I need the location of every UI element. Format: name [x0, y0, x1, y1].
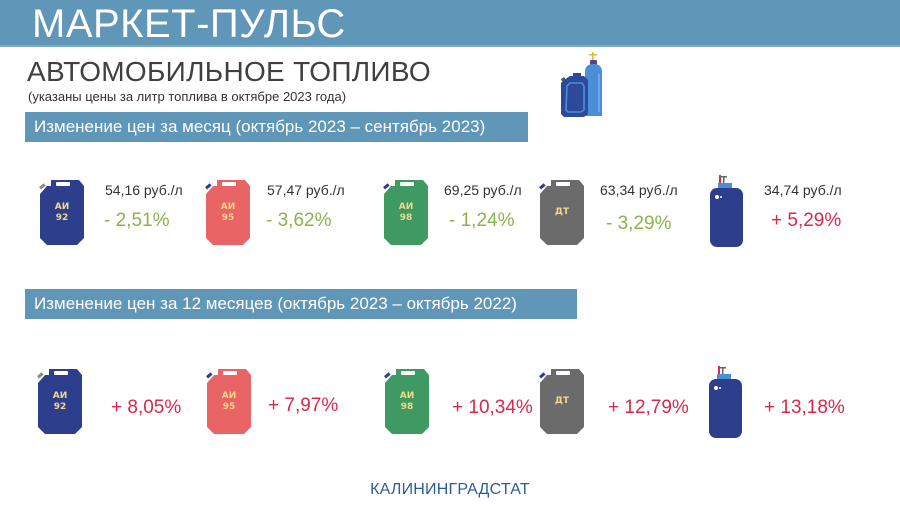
fuel-label-bottom: 95 [221, 213, 235, 223]
price-value: 57,47 руб./л [267, 182, 345, 198]
fuel-label-top: АИ [220, 202, 236, 212]
fuel-canister-ai95-icon: АИ 95 [205, 178, 251, 246]
fuel-canister-and-gas-cylinder-icon [558, 50, 618, 120]
fuel-label-bottom: 98 [400, 402, 414, 412]
change-value: - 3,29% [606, 213, 672, 234]
fuel-label-bottom: 98 [399, 213, 413, 223]
price-value: 63,34 руб./л [600, 182, 678, 198]
fuel-label-top: АИ [52, 391, 68, 401]
change-value: - 1,24% [449, 210, 515, 231]
fuel-canister-ai92-icon: АИ 92 [39, 178, 85, 246]
change-value: - 2,51% [104, 210, 170, 231]
fuel-label-top: ДТ [554, 396, 570, 406]
price-value: 34,74 руб./л [764, 182, 842, 198]
fuel-label-top: АИ [221, 391, 237, 401]
footer-source: КАЛИНИНГРАДСТАТ [370, 481, 530, 498]
fuel-label-top: АИ [399, 391, 415, 401]
fuel-label-top: АИ [398, 202, 414, 212]
fuel-canister-ai98-icon: АИ 98 [383, 178, 429, 246]
fuel-label-bottom: 92 [53, 402, 67, 412]
fuel-label-bottom: 95 [222, 402, 236, 412]
yearly-change-heading: Изменение цен за 12 месяцев (октябрь 202… [25, 289, 577, 319]
change-value: - 3,62% [266, 210, 332, 231]
price-value: 69,25 руб./л [444, 182, 522, 198]
fuel-label-bottom: 92 [55, 213, 69, 223]
page-subtitle: АВТОМОБИЛЬНОЕ ТОПЛИВО [27, 56, 431, 87]
page-title: МАРКЕТ-ПУЛЬС [32, 2, 346, 46]
change-value: + 5,29% [771, 210, 842, 231]
fuel-canister-ai92-icon: АИ 92 [37, 367, 83, 435]
fuel-canister-ai95-icon: АИ 95 [206, 367, 252, 435]
change-value: + 7,97% [268, 395, 339, 416]
fuel-canister-ai98-icon: АИ 98 [384, 367, 430, 435]
fuel-label-top: ДТ [554, 207, 570, 217]
change-value: + 10,34% [452, 397, 533, 418]
change-value: + 8,05% [111, 397, 182, 418]
price-value: 54,16 руб./л [105, 182, 183, 198]
gas-cylinder-icon [708, 364, 744, 440]
header-bar: МАРКЕТ-ПУЛЬС [0, 0, 900, 47]
fuel-label-top: АИ [54, 202, 70, 212]
change-value: + 12,79% [608, 397, 689, 418]
price-note: (указаны цены за литр топлива в октябре … [28, 89, 347, 104]
gas-cylinder-icon [709, 173, 745, 249]
fuel-canister-dt-icon: ДТ [539, 178, 585, 246]
monthly-change-heading: Изменение цен за месяц (октябрь 2023 – с… [25, 112, 528, 142]
fuel-canister-dt-icon: ДТ [539, 367, 585, 435]
change-value: + 13,18% [764, 397, 845, 418]
